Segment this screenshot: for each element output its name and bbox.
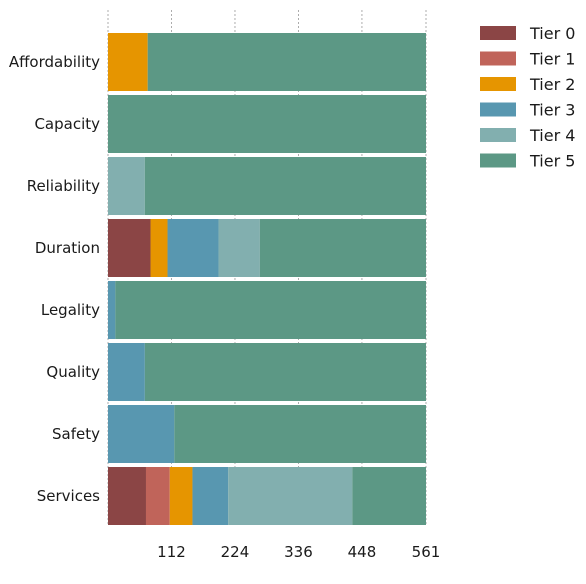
legend-label-tier-3: Tier 3: [529, 101, 575, 120]
bars: [108, 33, 427, 525]
bar-services-tier-3: [192, 467, 229, 525]
legend: Tier 0 Tier 1 Tier 2 Tier 3 Tier 4 Tier 5: [480, 24, 575, 171]
legend-label-tier-4: Tier 4: [529, 126, 575, 145]
x-tick-label-1: 224: [221, 543, 250, 561]
category-label-reliability: Reliability: [27, 177, 100, 195]
bar-duration-tier-3: [167, 219, 219, 277]
bar-duration-tier-0: [108, 219, 151, 277]
legend-swatch-tier-5: [480, 153, 516, 168]
legend-label-tier-1: Tier 1: [529, 50, 575, 69]
bar-services-tier-4: [228, 467, 353, 525]
x-tick-label-3: 448: [348, 543, 377, 561]
bar-services-tier-2: [169, 467, 193, 525]
legend-swatch-tier-1: [480, 51, 516, 66]
bar-affordability-tier-5: [147, 33, 426, 91]
category-label-safety: Safety: [52, 425, 100, 443]
bar-duration-tier-4: [218, 219, 260, 277]
bar-duration-tier-2: [150, 219, 168, 277]
legend-swatch-tier-4: [480, 128, 516, 142]
bar-affordability-tier-2: [108, 33, 148, 91]
bar-services-tier-0: [108, 467, 146, 525]
bar-safety-tier-5: [174, 405, 426, 463]
bar-legality-tier-3: [108, 281, 116, 339]
x-tick-label-0: 112: [157, 543, 186, 561]
bar-reliability-tier-5: [144, 157, 427, 215]
bar-services-tier-1: [145, 467, 170, 525]
bar-quality-tier-3: [108, 343, 145, 401]
bar-safety-tier-3: [108, 405, 175, 463]
category-label-quality: Quality: [46, 363, 100, 381]
legend-label-tier-0: Tier 0: [529, 24, 575, 43]
bar-duration-tier-5: [259, 219, 426, 277]
category-label-affordability: Affordability: [9, 53, 100, 71]
x-tick-label-4: 561: [412, 543, 441, 561]
category-labels: Affordability Capacity Reliability Duration…: [9, 53, 100, 505]
bar-capacity-tier-5: [108, 95, 426, 153]
category-label-services: Services: [37, 487, 100, 505]
category-label-duration: Duration: [35, 239, 100, 257]
bar-quality-tier-5: [144, 343, 427, 401]
x-tick-label-2: 336: [284, 543, 313, 561]
legend-label-tier-2: Tier 2: [529, 75, 575, 94]
x-tick-labels: 112 224 336 448 561: [157, 543, 440, 561]
legend-swatch-tier-2: [480, 77, 516, 91]
legend-swatch-tier-0: [480, 26, 516, 40]
legend-label-tier-5: Tier 5: [529, 152, 575, 171]
legend-swatch-tier-3: [480, 102, 516, 117]
category-label-capacity: Capacity: [34, 115, 100, 133]
bar-reliability-tier-4: [108, 157, 145, 215]
bar-services-tier-5: [352, 467, 426, 525]
bar-legality-tier-5: [115, 281, 426, 339]
category-label-legality: Legality: [41, 301, 100, 319]
